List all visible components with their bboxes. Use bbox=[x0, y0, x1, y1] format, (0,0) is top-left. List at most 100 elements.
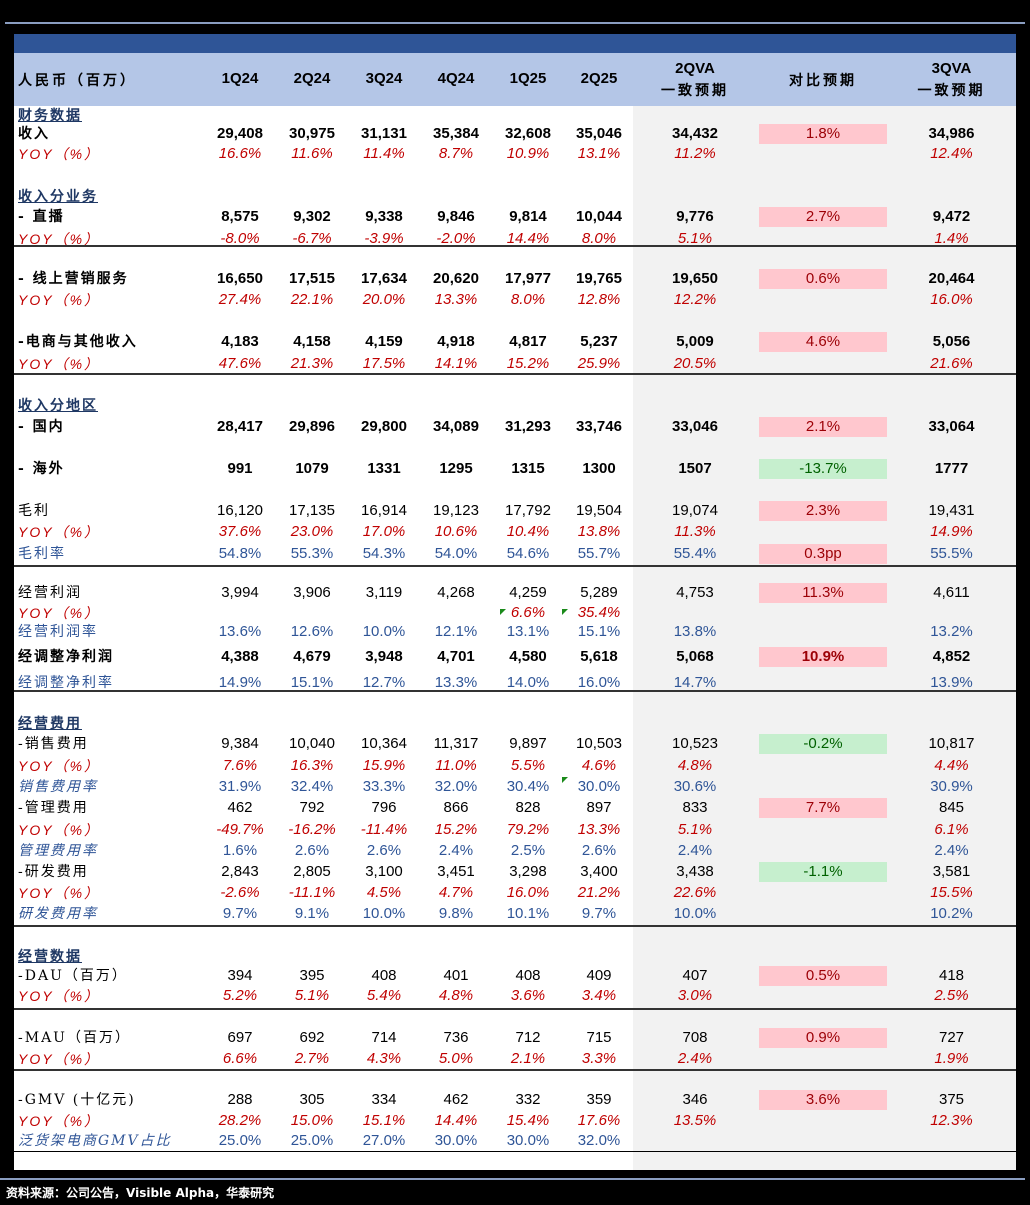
row-label: YOY（%） bbox=[18, 605, 101, 621]
table-row: 收入 29,408 30,975 31,131 35,384 32,608 35,046 34… bbox=[14, 124, 1016, 144]
cell-4q24: 19,123 bbox=[433, 502, 479, 519]
cell-3q24: 10,364 bbox=[361, 735, 407, 752]
cell-3q24: 15.1% bbox=[362, 1112, 406, 1129]
cell-2q25: 12.8% bbox=[577, 291, 621, 308]
cell-2q25: 5,289 bbox=[580, 584, 618, 601]
cell-2qva-consensus: 22.6% bbox=[673, 884, 717, 901]
cell-1q24: 2,843 bbox=[221, 863, 259, 880]
row-label: - 国内 bbox=[18, 419, 65, 435]
table-row: - 直播 8,575 9,302 9,338 9,846 9,814 10,044 9,776… bbox=[14, 207, 1016, 227]
cell-3q24: 10.0% bbox=[362, 905, 406, 922]
cell-1q25: 712 bbox=[515, 1029, 541, 1046]
cell-2q25: 2.6% bbox=[581, 842, 617, 859]
cell-2qva-consensus: 5,009 bbox=[676, 333, 714, 350]
cell-2qva-consensus: 9,776 bbox=[676, 208, 714, 225]
table-row: YOY（%） 16.6% 11.6% 11.4% 8.7% 10.9% 13.1% 11.2%… bbox=[14, 144, 1016, 164]
table-row: YOY（%） 7.6% 16.3% 15.9% 11.0% 5.5% 4.6% 4.8% 4.4… bbox=[14, 756, 1016, 776]
cell-1q25: 332 bbox=[515, 1091, 541, 1108]
col-header-3q24: 3Q24 bbox=[365, 70, 403, 87]
col-header-1q24: 1Q24 bbox=[221, 70, 259, 87]
row-label: -销售费用 bbox=[18, 736, 89, 752]
cell-4q24: 4,268 bbox=[437, 584, 475, 601]
cell-2qva-consensus: 4,753 bbox=[676, 584, 714, 601]
cell-2qva-consensus: 407 bbox=[682, 967, 708, 984]
cell-2qva-consensus: 11.2% bbox=[674, 145, 716, 162]
cell-3q24: 3,119 bbox=[365, 584, 403, 601]
divider bbox=[14, 373, 1016, 375]
cell-1q24: 16,650 bbox=[217, 270, 263, 287]
miss-badge: -0.2% bbox=[759, 734, 887, 754]
col-header-2q24: 2Q24 bbox=[293, 70, 331, 87]
cell-2qva-consensus: 10.0% bbox=[673, 905, 717, 922]
table-row: YOY（%） 37.6% 23.0% 17.0% 10.6% 10.4% 13.8% 11.3… bbox=[14, 522, 1016, 542]
cell-2q24: 12.6% bbox=[290, 623, 334, 640]
row-label: 销售费用率 bbox=[18, 779, 98, 795]
cell-2q24: 17,515 bbox=[289, 270, 335, 287]
cell-3q24: 3,100 bbox=[365, 863, 403, 880]
row-label: YOY（%） bbox=[18, 292, 101, 308]
cell-4q24: 9,846 bbox=[437, 208, 475, 225]
cell-3qva-consensus: 14.9% bbox=[930, 523, 973, 540]
cell-4q24: 462 bbox=[443, 1091, 469, 1108]
cell-2qva-consensus: 708 bbox=[682, 1029, 708, 1046]
row-label: 经营利润率 bbox=[18, 624, 98, 640]
row-label: YOY（%） bbox=[18, 231, 101, 247]
cell-1q25: 9,897 bbox=[509, 735, 547, 752]
cell-4q24: 4.7% bbox=[438, 884, 474, 901]
cell-1q25: 30.4% bbox=[506, 778, 550, 795]
cell-2q24: 792 bbox=[299, 799, 325, 816]
cell-3q24: 16,914 bbox=[361, 502, 407, 519]
cell-2qva-consensus: 19,074 bbox=[672, 502, 718, 519]
cell-3q24: 5.4% bbox=[366, 987, 402, 1004]
row-label: 经营数据 bbox=[18, 949, 82, 965]
cell-2q24: 9,302 bbox=[293, 208, 331, 225]
table-row: 毛利 16,120 17,135 16,914 19,123 17,792 19,504 19… bbox=[14, 501, 1016, 521]
cell-2q25: 55.7% bbox=[577, 545, 621, 562]
cell-3q24: 3,948 bbox=[365, 648, 403, 665]
row-label: 经营费用 bbox=[18, 716, 82, 732]
section-header-row: 收入分业务 bbox=[14, 187, 1016, 207]
comment-indicator-icon[interactable] bbox=[500, 609, 506, 615]
cell-4q24: 4.8% bbox=[438, 987, 474, 1004]
cell-4q24: 30.0% bbox=[434, 1132, 478, 1149]
cell-1q24: 991 bbox=[227, 460, 253, 477]
cell-4q24: 736 bbox=[443, 1029, 469, 1046]
cell-1q25: 8.0% bbox=[510, 291, 546, 308]
cell-3qva-consensus: 9,472 bbox=[932, 208, 971, 225]
cell-2q25: 33,746 bbox=[576, 418, 622, 435]
cell-2q25: 5,618 bbox=[580, 648, 618, 665]
cell-4q24: 34,089 bbox=[433, 418, 479, 435]
cell-2q25: 13.3% bbox=[577, 821, 621, 838]
cell-1q24: 5.2% bbox=[222, 987, 258, 1004]
cell-1q24: 9,384 bbox=[221, 735, 259, 752]
beat-badge: 2.7% bbox=[759, 207, 887, 227]
cell-4q24: 9.8% bbox=[438, 905, 474, 922]
cell-2q25: 13.1% bbox=[577, 145, 621, 162]
cell-3q24: 408 bbox=[371, 967, 397, 984]
cell-1q25: 30.0% bbox=[506, 1132, 550, 1149]
cell-3qva-consensus: 1.4% bbox=[934, 230, 969, 247]
cell-2q25: 359 bbox=[586, 1091, 612, 1108]
beat-badge: 4.6% bbox=[759, 332, 887, 352]
table-row: 经调整净利率 14.9% 15.1% 12.7% 13.3% 14.0% 16.0% 14.7… bbox=[14, 673, 1016, 693]
cell-2q24: 305 bbox=[299, 1091, 325, 1108]
cell-1q25: 15.4% bbox=[506, 1112, 550, 1129]
unit-header: 人民币（百万） bbox=[18, 73, 137, 89]
comment-indicator-icon[interactable] bbox=[562, 609, 568, 615]
cell-2qva-consensus: 4.8% bbox=[677, 757, 713, 774]
section-header-row: 财务数据 bbox=[14, 106, 1016, 126]
cell-3qva-consensus: 16.0% bbox=[930, 291, 973, 308]
cell-3qva-consensus: 2.5% bbox=[934, 987, 969, 1004]
cell-3qva-consensus: 55.5% bbox=[930, 545, 973, 562]
cell-2q24 bbox=[276, 603, 348, 623]
cell-4q24: 14.4% bbox=[434, 1112, 478, 1129]
col-header-2qva-consensus: 一致预期 bbox=[661, 83, 729, 99]
cell-1q24: 13.6% bbox=[218, 623, 262, 640]
cell-3q24: 11.4% bbox=[363, 145, 405, 162]
cell-1q25: 10.9% bbox=[506, 145, 550, 162]
table-row: YOY（%） 47.6% 21.3% 17.5% 14.1% 15.2% 25.9% 20.5… bbox=[14, 354, 1016, 374]
divider bbox=[14, 245, 1016, 247]
cell-3qva-consensus: 15.5% bbox=[930, 884, 973, 901]
col-header-2q25: 2Q25 bbox=[580, 70, 618, 87]
comment-indicator-icon[interactable] bbox=[562, 777, 568, 783]
